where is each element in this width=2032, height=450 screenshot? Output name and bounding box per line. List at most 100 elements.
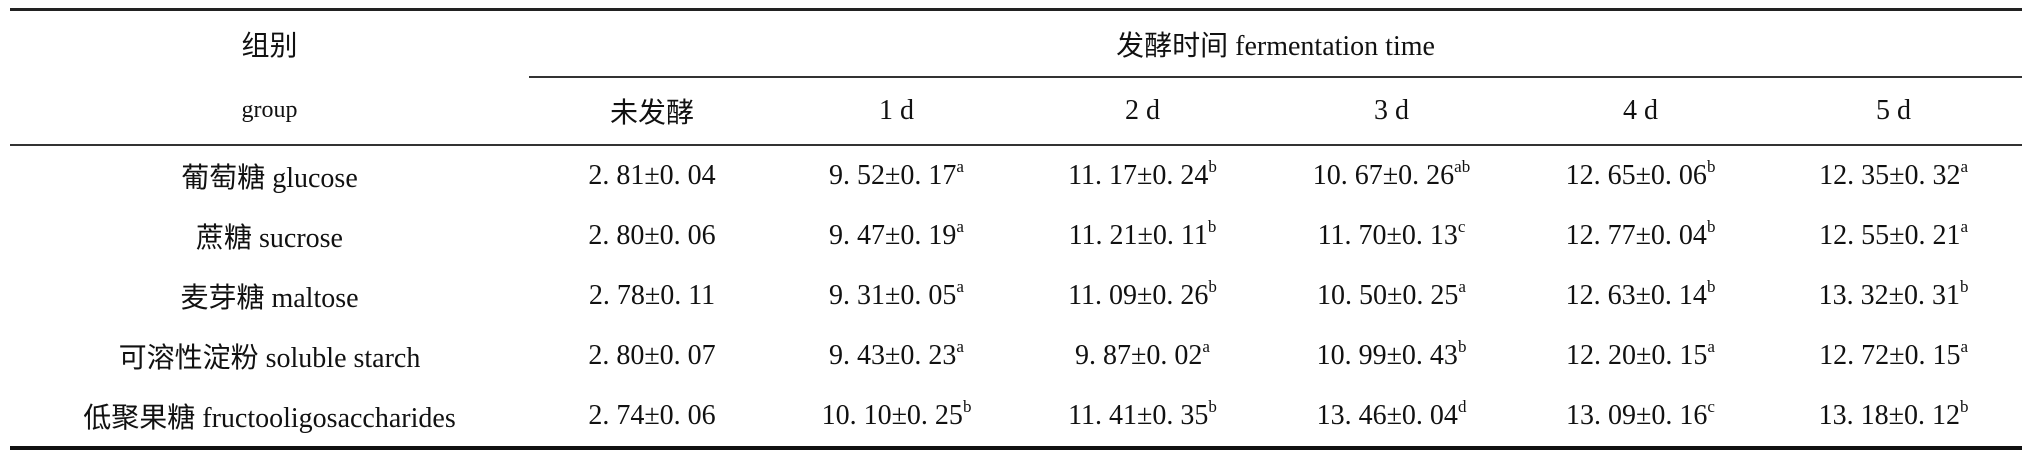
table-row: 可溶性淀粉 soluble starch 2. 80±0. 07 9. 43±0. … [10, 326, 2022, 386]
significance-letter: a [956, 217, 964, 236]
value-cell: 10. 67±0. 26ab [1267, 145, 1516, 206]
column-header: 未发酵 [529, 77, 775, 146]
value-cell: 10. 99±0. 43b [1267, 326, 1516, 386]
group-header-en: group [10, 77, 529, 146]
value-cell: 2. 81±0. 04 [529, 145, 775, 206]
value-cell: 12. 63±0. 14b [1516, 266, 1765, 326]
value-cell: 2. 78±0. 11 [529, 266, 775, 326]
significance-letter: a [956, 337, 964, 356]
value-cell: 11. 17±0. 24b [1018, 145, 1267, 206]
significance-letter: c [1707, 397, 1715, 416]
fermentation-time-header: 发酵时间 fermentation time [529, 8, 2023, 78]
value-text: 12. 65±0. 06 [1565, 160, 1707, 191]
value-cell: 11. 09±0. 26b [1018, 266, 1267, 326]
value-cell: 11. 70±0. 13c [1267, 206, 1516, 266]
column-header: 2 d [1018, 77, 1267, 146]
value-text: 10. 50±0. 25 [1317, 280, 1459, 311]
value-text: 12. 63±0. 14 [1565, 280, 1707, 311]
significance-letter: b [1706, 277, 1716, 296]
column-header: 5 d [1765, 77, 2023, 146]
significance-letter: a [1960, 217, 1968, 236]
group-cell: 葡萄糖 glucose [181, 163, 358, 194]
value-text: 10. 67±0. 26 [1312, 160, 1455, 191]
table-row: 葡萄糖 glucose 2. 81±0. 04 9. 52±0. 17a 11. 17… [10, 145, 2022, 206]
significance-letter: a [1960, 157, 1968, 176]
group-header-cn: 组别 [10, 8, 529, 77]
value-cell: 12. 20±0. 15a [1516, 326, 1765, 386]
significance-letter: a [1458, 277, 1466, 296]
value-cell: 2. 80±0. 06 [529, 206, 775, 266]
value-text: 11. 09±0. 26 [1068, 280, 1209, 311]
value-text: 9. 47±0. 19 [829, 220, 957, 251]
value-cell: 12. 72±0. 15a [1765, 326, 2022, 386]
significance-letter: b [1457, 337, 1467, 356]
value-text: 9. 43±0. 23 [829, 340, 957, 371]
value-text: 2. 80±0. 06 [588, 220, 716, 251]
table-row: 低聚果糖 fructooligosaccharides 2. 74±0. 06 10… [10, 386, 2023, 450]
value-text: 12. 35±0. 32 [1819, 160, 1961, 191]
significance-letter: c [1457, 217, 1466, 236]
value-text: 2. 74±0. 06 [588, 400, 716, 431]
value-cell: 9. 87±0. 02a [1018, 326, 1267, 386]
value-text: 11. 17±0. 24 [1068, 160, 1209, 191]
column-header: 4 d [1516, 77, 1765, 146]
value-cell: 9. 52±0. 17a [775, 145, 1018, 206]
value-text: 13. 18±0. 12 [1818, 400, 1960, 431]
significance-letter: a [1202, 337, 1210, 356]
significance-letter: b [962, 397, 972, 416]
value-text: 11. 41±0. 35 [1068, 400, 1209, 431]
value-text: 12. 72±0. 15 [1819, 340, 1961, 371]
value-cell: 13. 09±0. 16c [1516, 386, 1765, 450]
value-text: 9. 87±0. 02 [1075, 340, 1203, 371]
value-cell: 12. 65±0. 06b [1516, 145, 1765, 206]
significance-letter: b [1207, 217, 1217, 236]
value-cell: 13. 32±0. 31b [1765, 266, 2022, 326]
value-text: 10. 10±0. 25 [821, 400, 963, 431]
group-cell: 低聚果糖 fructooligosaccharides [10, 386, 529, 450]
value-text: 9. 31±0. 05 [829, 280, 957, 311]
group-cell: 麦芽糖 maltose [180, 283, 359, 314]
value-cell: 13. 18±0. 12b [1765, 386, 2023, 450]
value-cell: 2. 80±0. 07 [529, 326, 775, 386]
value-cell: 11. 21±0. 11b [1018, 206, 1267, 266]
significance-letter: b [1706, 157, 1716, 176]
value-text: 12. 77±0. 04 [1565, 220, 1707, 251]
column-header: 3 d [1267, 77, 1516, 146]
value-text: 9. 52±0. 17 [829, 160, 957, 191]
significance-letter: b [1208, 157, 1217, 176]
value-cell: 9. 43±0. 23a [775, 326, 1018, 386]
significance-letter: b [1959, 397, 1969, 416]
value-cell: 9. 31±0. 05a [775, 266, 1018, 326]
value-cell: 12. 77±0. 04b [1516, 206, 1765, 266]
value-cell: 10. 10±0. 25b [775, 386, 1018, 450]
significance-letter: d [1457, 397, 1467, 416]
value-cell: 9. 47±0. 19a [775, 206, 1018, 266]
significance-letter: a [956, 157, 964, 176]
value-text: 11. 21±0. 11 [1068, 220, 1208, 251]
value-text: 12. 55±0. 21 [1819, 220, 1961, 251]
value-cell: 2. 74±0. 06 [529, 386, 775, 450]
value-cell: 11. 41±0. 35b [1018, 386, 1267, 450]
table-row: 麦芽糖 maltose 2. 78±0. 11 9. 31±0. 05a 11. 09… [10, 266, 2022, 326]
significance-letter: ab [1454, 157, 1471, 176]
significance-letter: a [1707, 337, 1715, 356]
significance-letter: b [1706, 217, 1716, 236]
value-text: 2. 80±0. 07 [588, 340, 716, 371]
significance-letter: a [1960, 337, 1968, 356]
value-cell: 12. 55±0. 21a [1765, 206, 2022, 266]
table-row: 蔗糖 sucrose 2. 80±0. 06 9. 47±0. 19a 11. 21±… [10, 206, 2022, 266]
significance-letter: b [1208, 397, 1217, 416]
value-text: 13. 32±0. 31 [1818, 280, 1960, 311]
value-cell: 12. 35±0. 32a [1765, 145, 2022, 206]
value-text: 10. 99±0. 43 [1316, 340, 1458, 371]
value-text: 12. 20±0. 15 [1566, 340, 1708, 371]
significance-letter: a [956, 277, 964, 296]
value-text: 11. 70±0. 13 [1317, 220, 1458, 251]
value-text: 2. 78±0. 11 [588, 280, 716, 311]
significance-letter: b [1959, 277, 1969, 296]
value-text: 13. 46±0. 04 [1316, 400, 1458, 431]
group-cell: 蔗糖 sucrose [196, 223, 343, 254]
column-header: 1 d [775, 77, 1018, 146]
data-table: 组别 发酵时间 fermentation time group 未发酵 1 d … [10, 8, 2023, 450]
value-text: 2. 81±0. 04 [588, 160, 716, 191]
